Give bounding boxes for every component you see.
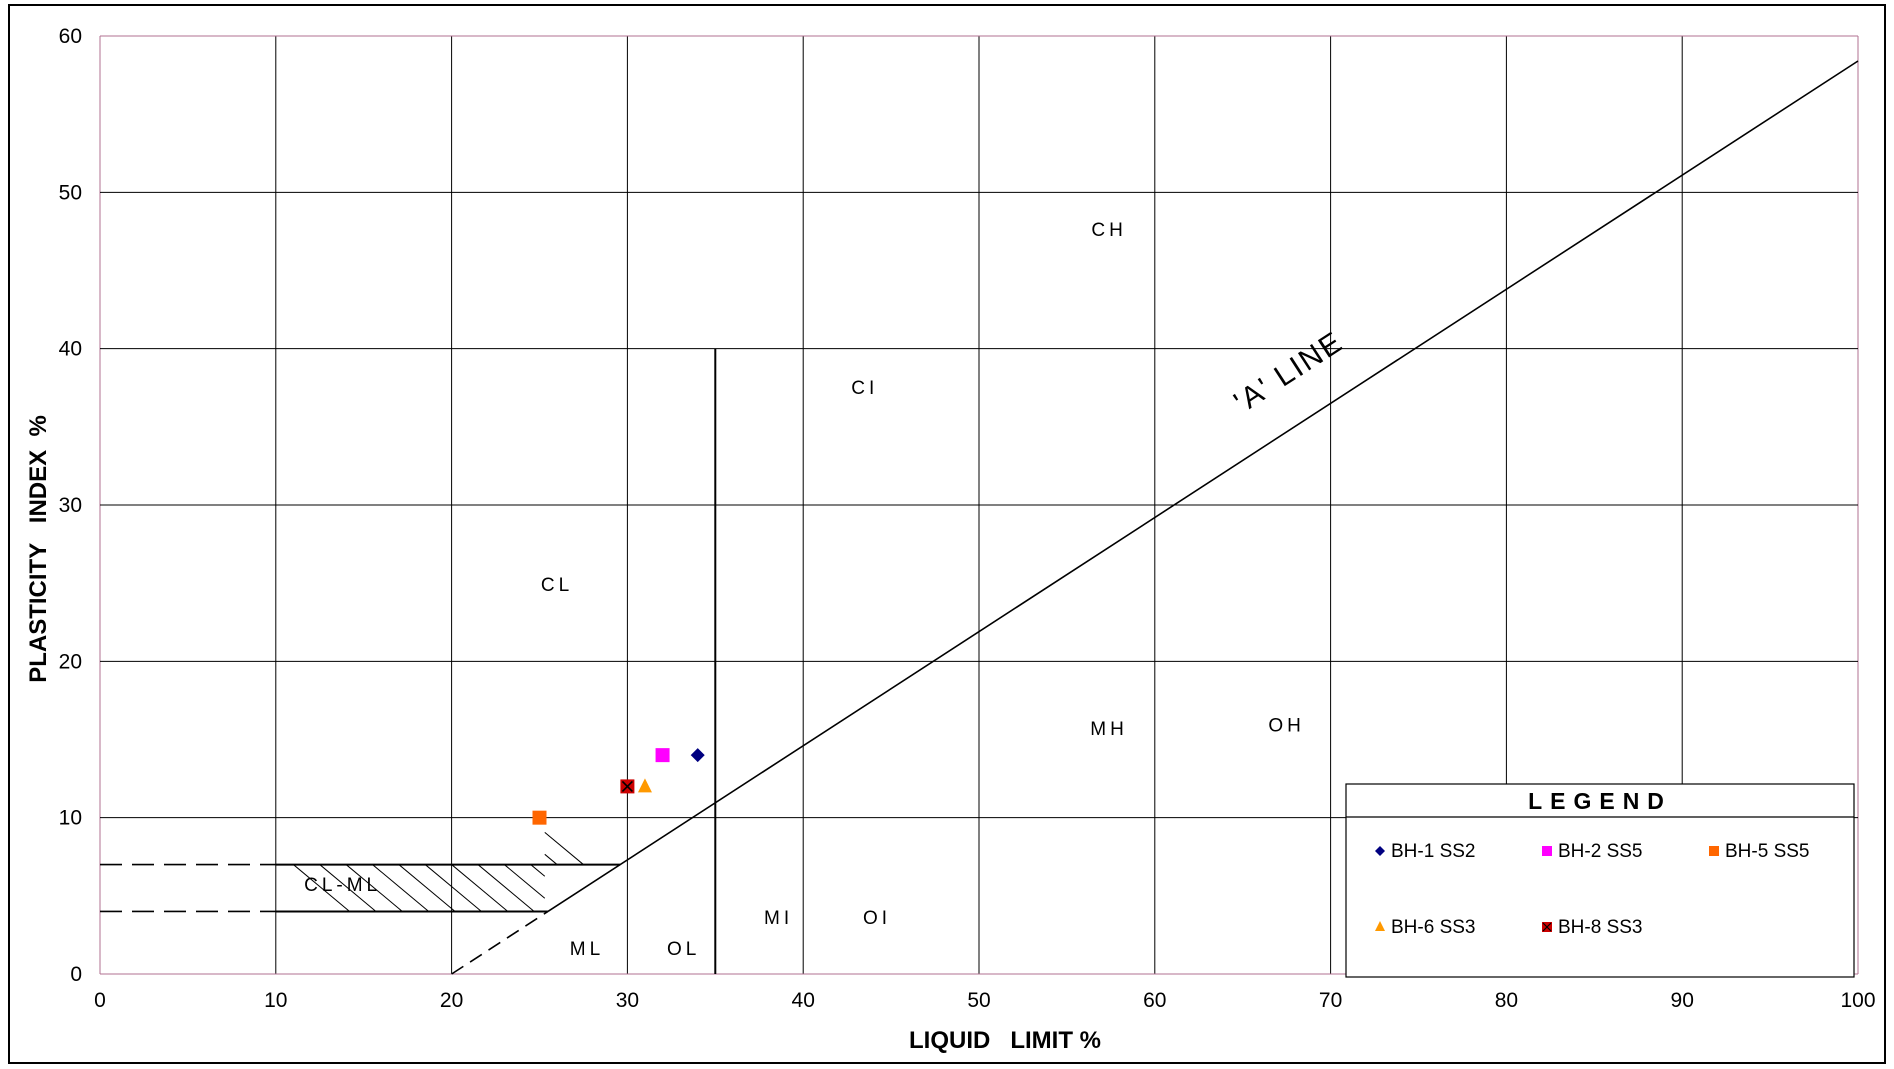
hatch-line bbox=[477, 864, 535, 912]
hatch-line bbox=[398, 864, 456, 912]
x-tick-label: 80 bbox=[1495, 989, 1518, 1012]
zone-label: CI bbox=[851, 378, 878, 399]
a-line-label: 'A' LINE bbox=[1229, 325, 1350, 419]
chart-frame bbox=[8, 4, 1886, 1064]
hatch-line bbox=[544, 853, 558, 865]
legend-marker bbox=[1709, 846, 1719, 856]
x-tick-label: 30 bbox=[616, 989, 639, 1012]
y-tick-label: 30 bbox=[59, 494, 82, 517]
hatch-line bbox=[530, 864, 546, 877]
tick-labels: 0 10 20 30 40 50 60 70 80 90 100 0 10 20 30 40 50 60 bbox=[59, 25, 1876, 1012]
legend-item: BH-1 SS2 bbox=[1375, 841, 1475, 862]
legend-item: BH-8 SS3 bbox=[1542, 917, 1642, 938]
legend-items: BH-1 SS2 BH-2 SS5 BH-5 SS5 BH-6 SS3 BH-8 SS3 bbox=[1375, 841, 1809, 938]
zone-label: OL bbox=[667, 939, 700, 960]
hatch-line bbox=[544, 831, 584, 865]
x-tick-label: 90 bbox=[1671, 989, 1694, 1012]
hatch-line bbox=[345, 864, 403, 912]
x-tick-label: 20 bbox=[440, 989, 463, 1012]
legend-item: BH-5 SS5 bbox=[1709, 841, 1809, 862]
legend-label: BH-5 SS5 bbox=[1725, 841, 1809, 862]
legend-item: BH-2 SS5 bbox=[1542, 841, 1642, 862]
x-tick-label: 60 bbox=[1143, 989, 1166, 1012]
x-tick-label: 100 bbox=[1840, 989, 1875, 1012]
x-axis-title: LIQUID LIMIT % bbox=[909, 1027, 1101, 1054]
zone-label: ML bbox=[570, 939, 604, 960]
data-point bbox=[655, 748, 670, 763]
data-point-cross bbox=[621, 780, 633, 792]
y-tick-label: 0 bbox=[70, 963, 82, 986]
zone-label: MH bbox=[1090, 719, 1128, 740]
x-tick-label: 10 bbox=[264, 989, 287, 1012]
y-tick-label: 20 bbox=[59, 650, 82, 673]
y-tick-label: 40 bbox=[59, 338, 82, 361]
hatch-line bbox=[424, 864, 482, 912]
data-point bbox=[690, 748, 705, 763]
hatch-line bbox=[451, 864, 509, 912]
zone-labels: CH CI CL MH OH CL-ML MI OI ML OL bbox=[304, 220, 1305, 960]
zone-label: MI bbox=[764, 908, 793, 929]
legend-item: BH-6 SS3 bbox=[1375, 917, 1475, 938]
y-tick-label: 10 bbox=[59, 807, 82, 830]
data-points bbox=[532, 748, 705, 825]
legend-title: LEGEND bbox=[1528, 788, 1672, 814]
classification-lines bbox=[100, 60, 1859, 975]
zone-label: CL-ML bbox=[304, 875, 381, 896]
x-tick-label: 0 bbox=[94, 989, 106, 1012]
hatch-line bbox=[319, 864, 377, 912]
y-axis-title: PLASTICITY INDEX % bbox=[25, 415, 52, 683]
hatch-line bbox=[293, 864, 350, 912]
y-tick-label: 50 bbox=[59, 181, 82, 204]
x-tick-label: 50 bbox=[967, 989, 990, 1012]
legend-label: BH-8 SS3 bbox=[1558, 917, 1642, 938]
a-line-dashed-segment bbox=[451, 910, 549, 975]
hatch-line bbox=[504, 864, 546, 899]
x-tick-label: 40 bbox=[792, 989, 815, 1012]
legend-marker bbox=[1375, 921, 1385, 931]
hatch-line bbox=[372, 864, 430, 912]
legend-marker bbox=[1542, 846, 1552, 856]
zone-label: OH bbox=[1268, 716, 1305, 737]
zone-label: CH bbox=[1091, 220, 1126, 241]
x-tick-label: 70 bbox=[1319, 989, 1342, 1012]
zone-label: OI bbox=[863, 908, 891, 929]
legend-marker bbox=[1375, 846, 1385, 856]
y-tick-label: 60 bbox=[59, 25, 82, 48]
zone-label: CL bbox=[541, 575, 573, 596]
a-line bbox=[547, 60, 1859, 913]
legend-marker-cross bbox=[1542, 922, 1552, 932]
data-point bbox=[637, 778, 652, 793]
legend-label: BH-2 SS5 bbox=[1558, 841, 1642, 862]
legend-label: BH-6 SS3 bbox=[1391, 917, 1475, 938]
data-point bbox=[532, 810, 547, 825]
legend-box bbox=[1345, 783, 1855, 978]
legend-label: BH-1 SS2 bbox=[1391, 841, 1475, 862]
